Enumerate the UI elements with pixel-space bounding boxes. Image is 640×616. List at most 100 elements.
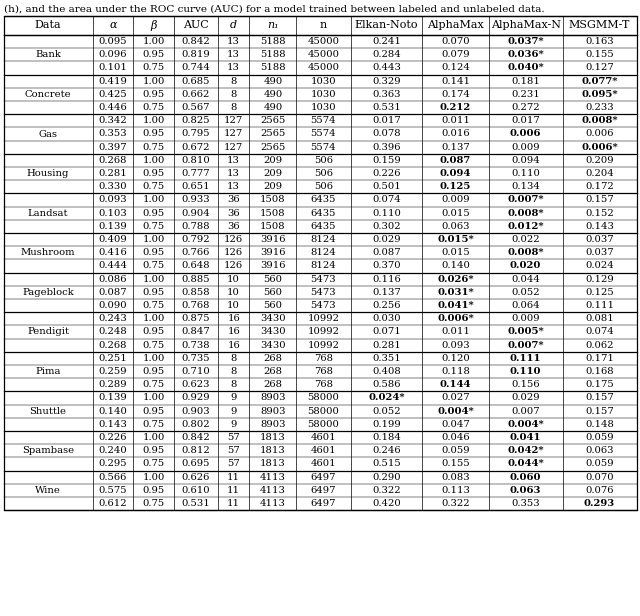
Text: 0.181: 0.181 bbox=[511, 77, 540, 86]
Text: 560: 560 bbox=[263, 275, 282, 284]
Text: 0.064: 0.064 bbox=[511, 301, 540, 310]
Text: 0.353: 0.353 bbox=[99, 129, 127, 139]
Text: 13: 13 bbox=[227, 156, 240, 165]
Text: 0.272: 0.272 bbox=[511, 103, 540, 112]
Text: 16: 16 bbox=[227, 328, 240, 336]
Text: 8: 8 bbox=[230, 103, 237, 112]
Text: 490: 490 bbox=[263, 77, 282, 86]
Text: 0.074: 0.074 bbox=[372, 195, 401, 205]
Text: 0.044: 0.044 bbox=[511, 275, 540, 284]
Text: 4601: 4601 bbox=[310, 447, 336, 455]
Text: 0.163: 0.163 bbox=[585, 37, 614, 46]
Text: 0.095: 0.095 bbox=[99, 37, 127, 46]
Text: 1.00: 1.00 bbox=[143, 472, 165, 482]
Text: 126: 126 bbox=[224, 248, 243, 257]
Text: 0.322: 0.322 bbox=[441, 499, 470, 508]
Text: 4113: 4113 bbox=[260, 486, 286, 495]
Text: 0.329: 0.329 bbox=[372, 77, 401, 86]
Text: 0.531: 0.531 bbox=[182, 499, 211, 508]
Text: 0.95: 0.95 bbox=[143, 447, 164, 455]
Text: 0.289: 0.289 bbox=[99, 380, 127, 389]
Text: 36: 36 bbox=[227, 209, 240, 217]
Text: 0.059: 0.059 bbox=[585, 433, 614, 442]
Text: 0.012*: 0.012* bbox=[508, 222, 544, 231]
Text: 0.155: 0.155 bbox=[585, 51, 614, 59]
Text: 0.651: 0.651 bbox=[182, 182, 210, 192]
Text: AUC: AUC bbox=[183, 20, 209, 30]
Text: 1.00: 1.00 bbox=[143, 116, 165, 125]
Text: 0.231: 0.231 bbox=[511, 90, 540, 99]
Text: 5188: 5188 bbox=[260, 51, 285, 59]
Text: 0.074: 0.074 bbox=[585, 328, 614, 336]
Text: 0.006*: 0.006* bbox=[581, 143, 618, 152]
Text: 0.626: 0.626 bbox=[182, 472, 210, 482]
Text: 0.788: 0.788 bbox=[182, 222, 210, 231]
Text: 0.281: 0.281 bbox=[372, 341, 401, 350]
Text: 0.052: 0.052 bbox=[511, 288, 540, 297]
Text: 0.396: 0.396 bbox=[372, 143, 401, 152]
Text: 0.226: 0.226 bbox=[372, 169, 401, 178]
Text: 0.281: 0.281 bbox=[99, 169, 127, 178]
Text: 0.95: 0.95 bbox=[143, 328, 164, 336]
Text: 0.293: 0.293 bbox=[584, 499, 615, 508]
Text: n₁: n₁ bbox=[267, 20, 278, 30]
Text: 0.766: 0.766 bbox=[182, 248, 210, 257]
Text: 0.047: 0.047 bbox=[441, 420, 470, 429]
Text: 4113: 4113 bbox=[260, 499, 286, 508]
Text: 6497: 6497 bbox=[310, 472, 336, 482]
Text: 0.037: 0.037 bbox=[585, 235, 614, 244]
Text: 1.00: 1.00 bbox=[143, 77, 165, 86]
Text: 0.241: 0.241 bbox=[372, 37, 401, 46]
Text: 0.419: 0.419 bbox=[99, 77, 127, 86]
Text: 0.75: 0.75 bbox=[143, 262, 164, 270]
Text: 0.268: 0.268 bbox=[99, 156, 127, 165]
Text: 0.184: 0.184 bbox=[372, 433, 401, 442]
Text: 0.011: 0.011 bbox=[441, 328, 470, 336]
Text: 209: 209 bbox=[263, 156, 282, 165]
Text: 0.290: 0.290 bbox=[372, 472, 401, 482]
Text: 1.00: 1.00 bbox=[143, 37, 165, 46]
Text: 3430: 3430 bbox=[260, 314, 285, 323]
Text: 0.95: 0.95 bbox=[143, 248, 164, 257]
Text: 0.226: 0.226 bbox=[99, 433, 127, 442]
Text: AlphaMax: AlphaMax bbox=[427, 20, 484, 30]
Text: 0.148: 0.148 bbox=[585, 420, 614, 429]
Text: 8: 8 bbox=[230, 367, 237, 376]
Text: 0.168: 0.168 bbox=[585, 367, 614, 376]
Text: 8: 8 bbox=[230, 77, 237, 86]
Text: 0.094: 0.094 bbox=[440, 169, 471, 178]
Text: 0.041*: 0.041* bbox=[437, 301, 474, 310]
Text: 0.110: 0.110 bbox=[511, 169, 540, 178]
Text: 0.139: 0.139 bbox=[99, 222, 127, 231]
Text: 6435: 6435 bbox=[310, 195, 336, 205]
Text: 16: 16 bbox=[227, 341, 240, 350]
Text: 0.124: 0.124 bbox=[441, 63, 470, 73]
Text: 0.695: 0.695 bbox=[182, 460, 210, 469]
Text: 506: 506 bbox=[314, 182, 333, 192]
Text: 0.885: 0.885 bbox=[182, 275, 210, 284]
Text: 0.141: 0.141 bbox=[441, 77, 470, 86]
Text: 0.143: 0.143 bbox=[99, 420, 127, 429]
Text: β: β bbox=[150, 20, 157, 31]
Text: 0.017: 0.017 bbox=[511, 116, 540, 125]
Text: 1.00: 1.00 bbox=[143, 235, 165, 244]
Text: 0.027: 0.027 bbox=[441, 394, 470, 402]
Text: 10992: 10992 bbox=[307, 314, 339, 323]
Text: 57: 57 bbox=[227, 433, 240, 442]
Text: 0.059: 0.059 bbox=[441, 447, 470, 455]
Text: 0.302: 0.302 bbox=[372, 222, 401, 231]
Text: 0.011: 0.011 bbox=[441, 116, 470, 125]
Text: 0.95: 0.95 bbox=[143, 288, 164, 297]
Text: 0.095*: 0.095* bbox=[581, 90, 618, 99]
Text: 0.156: 0.156 bbox=[511, 380, 540, 389]
Text: 1508: 1508 bbox=[260, 209, 285, 217]
Text: 1.00: 1.00 bbox=[143, 394, 165, 402]
Text: 4113: 4113 bbox=[260, 472, 286, 482]
Text: 0.416: 0.416 bbox=[99, 248, 127, 257]
Text: 5188: 5188 bbox=[260, 37, 285, 46]
Text: 0.95: 0.95 bbox=[143, 209, 164, 217]
Text: 1030: 1030 bbox=[310, 77, 336, 86]
Text: 0.825: 0.825 bbox=[182, 116, 210, 125]
Text: 10992: 10992 bbox=[307, 328, 339, 336]
Text: 1813: 1813 bbox=[260, 460, 285, 469]
